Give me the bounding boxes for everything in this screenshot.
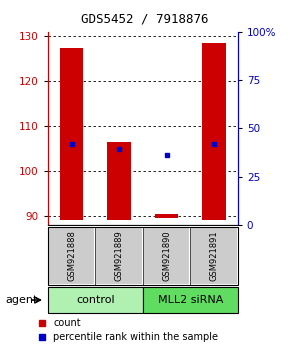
- Text: GSM921888: GSM921888: [67, 230, 76, 281]
- Bar: [143, 227, 190, 285]
- Text: MLL2 siRNA: MLL2 siRNA: [158, 295, 223, 305]
- Bar: [60, 47, 84, 220]
- Text: GSM921889: GSM921889: [115, 230, 124, 281]
- Text: GSM921890: GSM921890: [162, 230, 171, 281]
- Bar: [48, 227, 95, 285]
- Text: percentile rank within the sample: percentile rank within the sample: [53, 332, 218, 342]
- Bar: [202, 43, 226, 220]
- Bar: [155, 213, 178, 218]
- Text: agent: agent: [6, 295, 38, 305]
- Text: count: count: [53, 319, 81, 329]
- Bar: [190, 227, 238, 285]
- Bar: [95, 227, 143, 285]
- Bar: [107, 142, 131, 220]
- Text: GSM921891: GSM921891: [210, 230, 219, 281]
- Bar: [48, 287, 143, 313]
- Text: control: control: [76, 295, 115, 305]
- Bar: [143, 287, 238, 313]
- Text: GDS5452 / 7918876: GDS5452 / 7918876: [81, 12, 209, 25]
